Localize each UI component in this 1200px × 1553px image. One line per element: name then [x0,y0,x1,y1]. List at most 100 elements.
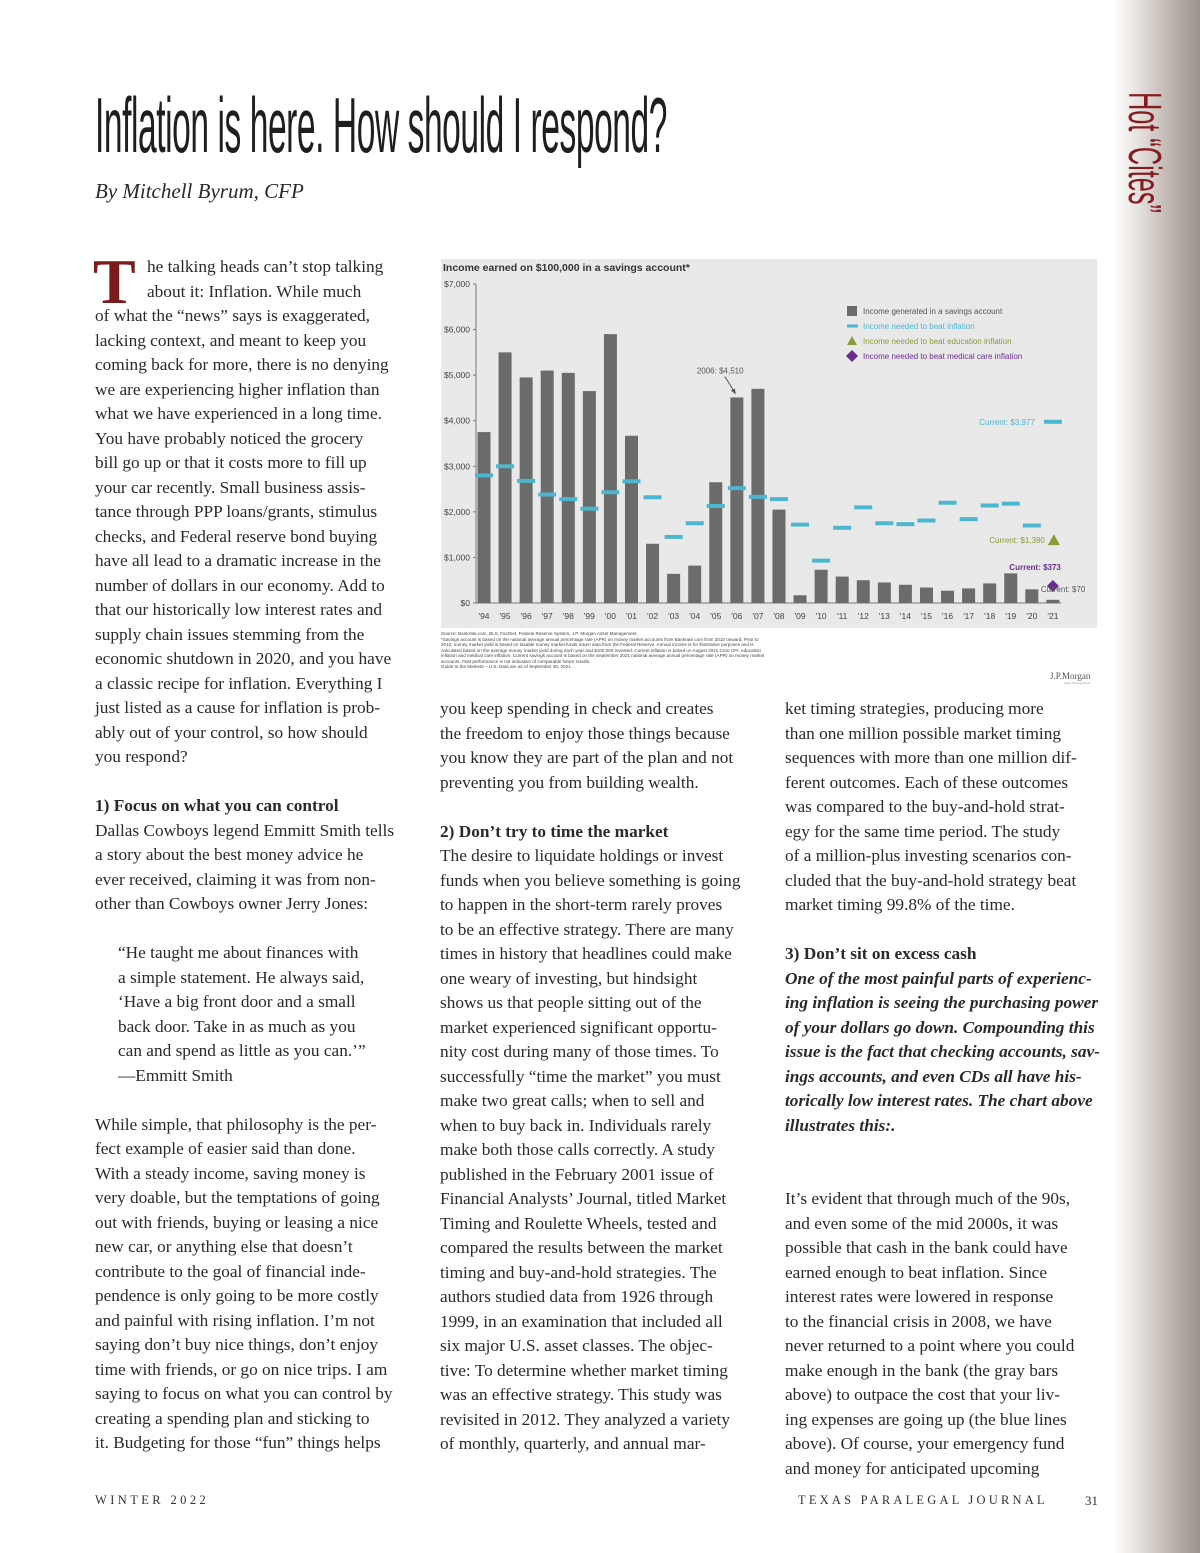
article-column-3: ket timing strategies, producing more tha… [785,697,1115,1481]
x-tick-label: '95 [500,611,511,621]
y-tick-label: $6,000 [444,325,470,335]
inflation-dash [896,522,915,527]
section-heading: 2) Don’t try to time the market [440,821,669,841]
x-tick-label: '11 [837,611,848,621]
quote-line: can and spend as little as you can.’” [118,1041,366,1060]
chart-annotation: Current: $1,380 [989,536,1045,545]
footer-journal-name: TEXAS PARALEGAL JOURNAL [798,1493,1048,1507]
x-tick-label: '13 [879,611,890,621]
savings-income-bar [983,583,997,603]
inflation-dash [496,464,515,469]
text-line: checks, and Federal reserve bond buying [95,526,378,546]
text-line: compared the results between the market [440,1238,723,1257]
x-tick-label: '03 [668,611,679,621]
text-line: creating a spending plan and sticking to [95,1408,370,1428]
inflation-dash [475,473,493,478]
text-line: and money for anticipated upcoming [785,1458,1040,1478]
savings-income-bar [540,370,554,603]
text-line: you respond? [95,747,188,766]
text-line: out with friends, buying or leasing a ni… [95,1212,379,1232]
text-line: successfully “time the market” you must [440,1066,721,1086]
savings-income-bar [1004,573,1018,603]
x-tick-label: '00 [605,611,616,621]
text-line: number of dollars in our economy. Add to [95,575,385,595]
text-line: ing inflation is seeing the purchasing p… [785,993,1099,1012]
x-tick-label: '21 [1047,611,1058,621]
x-tick-label: '14 [900,611,911,621]
x-tick-label: '97 [542,611,553,621]
text-line: market experienced significant opportu- [440,1017,717,1037]
source-paragraph: Source: Bankrate.com, BLS, FactSet, Fede… [441,631,638,636]
x-tick-label: '12 [858,611,869,621]
text-line: to the financial crisis in 2008, we have [785,1311,1052,1331]
inflation-dash [938,500,957,505]
y-tick-label: $4,000 [444,416,470,426]
text-line: funds when you believe something is goin… [440,870,741,890]
text-line: bill go up or that it costs more to fill… [95,453,367,472]
legend-label: Income needed to beat inflation [863,322,975,331]
text-line: interest rates were lowered in response [785,1287,1054,1306]
x-tick-label: '19 [1005,611,1016,621]
source-paragraph: *Savings account is based on the nationa… [441,636,765,664]
text-line: of what the “news” says is exaggerated, [95,306,370,325]
text-line: he talking heads can’t stop talking [147,257,384,276]
savings-income-bar [688,565,702,603]
text-line: timing and buy-and-hold strategies. The [440,1262,717,1282]
text-line: what we have experienced in a long time. [95,404,382,423]
text-line [785,918,1115,943]
savings-income-bar [709,482,723,603]
text-line: make two great calls; when to sell and [440,1091,705,1110]
text-line: never returned to a point where you coul… [785,1336,1075,1355]
savings-income-bar [667,573,681,603]
inflation-dash [833,525,852,530]
x-tick-label: '07 [752,611,763,621]
x-tick-label: '17 [963,611,974,621]
drop-cap: T [93,246,136,317]
text-line: earned enough to beat inflation. Since [785,1262,1048,1282]
text-line: new car, or anything else that doesn’t [95,1237,353,1256]
legend-label: Income generated in a savings account [863,307,1003,316]
text-line: cluded that the buy-and-hold strategy be… [785,870,1077,890]
text-line: One of the most painful parts of experie… [785,968,1092,988]
savings-income-bar [498,352,512,603]
text-line: supply chain issues stemming from the [95,624,365,644]
inflation-dash [664,534,683,539]
page-number: 31 [1085,1493,1098,1508]
text-line: make both those calls correctly. A study [440,1140,715,1159]
text-line: of your dollars go down. Compounding thi… [785,1017,1095,1037]
source-paragraph: Guide to the Markets – U.S. Data are as … [441,664,572,669]
text-line: that our historically low interest rates… [95,600,382,619]
x-tick-label: '08 [773,611,784,621]
text-line: six major U.S. asset classes. The objec- [440,1336,713,1355]
text-line: The desire to liquidate holdings or inve… [440,846,724,865]
x-tick-label: '01 [626,611,637,621]
annotation-arrowhead [730,388,736,395]
x-tick-label: '05 [710,611,721,621]
inflation-dash [875,521,894,526]
inflation-dash [559,497,578,502]
text-line [785,1138,1115,1163]
savings-income-bar [519,377,533,603]
text-line: the freedom to enjoy those things becaus… [440,723,730,743]
inflation-dash [769,497,788,502]
inflation-dash [1022,523,1041,528]
text-line: tance through PPP loans/grants, stimulus [95,502,378,521]
text-line: you keep spending in check and creates [440,699,714,718]
text-line [785,1163,1115,1188]
text-line: of monthly, quarterly, and annual mar- [440,1434,706,1453]
text-line: ever received, claiming it was from non- [95,869,376,889]
savings-income-bar [877,582,891,603]
savings-income-bar [772,509,786,603]
inflation-dash [1001,501,1020,506]
text-line: ing expenses are going up (the blue line… [785,1409,1067,1429]
inflation-dash [622,479,641,484]
text-line: shows us that people sitting out of the [440,993,702,1012]
text-line: pendence is only going to be more costly [95,1286,379,1305]
text-line: have all lead to a dramatic increase in … [95,551,381,570]
text-line: just listed as a cause for inflation is … [95,698,381,717]
x-tick-label: '94 [478,611,489,621]
text-line: saying don’t buy nice things, don’t enjo… [95,1335,379,1354]
inflation-dash [812,558,831,563]
inflation-dash [727,486,746,491]
legend-label: Income needed to beat medical care infla… [863,352,1022,361]
